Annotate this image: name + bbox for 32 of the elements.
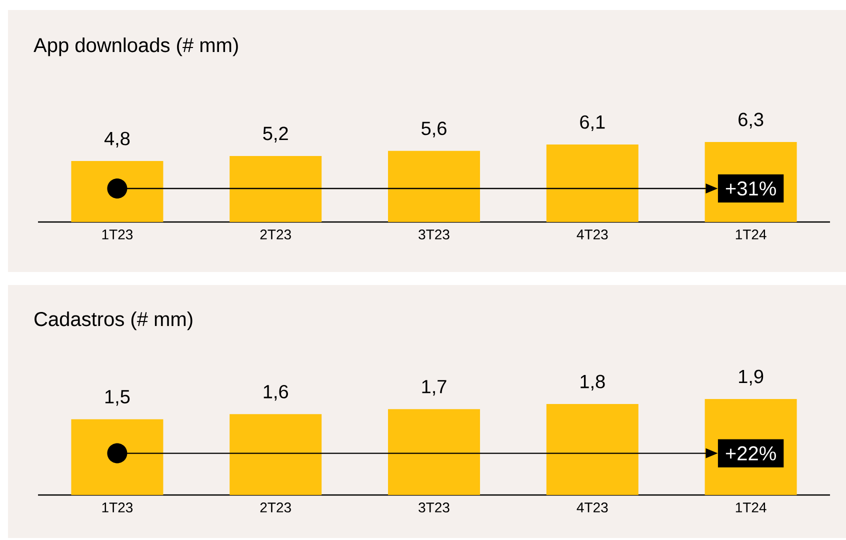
data-label: 5,6 xyxy=(422,122,446,138)
data-label: 4,8 xyxy=(104,132,130,148)
x-tick-label: 1T24 xyxy=(736,230,766,240)
bar xyxy=(546,404,638,495)
annotation: +22% xyxy=(726,446,776,460)
bar xyxy=(388,409,480,495)
data-label: 1,8 xyxy=(580,374,605,391)
annotation: +31% xyxy=(726,181,776,196)
data-label: 6,3 xyxy=(738,112,764,128)
x-tick-label: 1T23 xyxy=(102,502,133,512)
bar xyxy=(388,150,480,222)
x-tick-label: 1T24 xyxy=(736,502,766,512)
data-label: 6,1 xyxy=(580,115,605,132)
bar xyxy=(71,419,164,495)
bar xyxy=(230,156,322,222)
chart-title: App downloads (# mm) xyxy=(34,37,238,56)
x-tick-label: 4T23 xyxy=(576,230,608,240)
x-tick-label: 2T23 xyxy=(260,230,291,240)
x-tick-label: 1T23 xyxy=(102,230,133,240)
bar xyxy=(546,144,638,222)
data-label: 5,2 xyxy=(263,126,288,142)
data-label: 1,5 xyxy=(105,390,130,406)
x-tick-label: 4T23 xyxy=(576,502,608,512)
bar xyxy=(230,414,322,495)
chart-title: Cadastros (# mm) xyxy=(34,311,192,330)
x-tick-label: 2T23 xyxy=(260,502,291,512)
x-tick-label: 3T23 xyxy=(418,502,450,512)
data-label: 1,6 xyxy=(264,384,288,401)
x-tick-label: 3T23 xyxy=(418,230,450,240)
data-label: 1,9 xyxy=(739,370,764,386)
data-label: 1,7 xyxy=(422,380,446,396)
bar xyxy=(71,161,164,222)
